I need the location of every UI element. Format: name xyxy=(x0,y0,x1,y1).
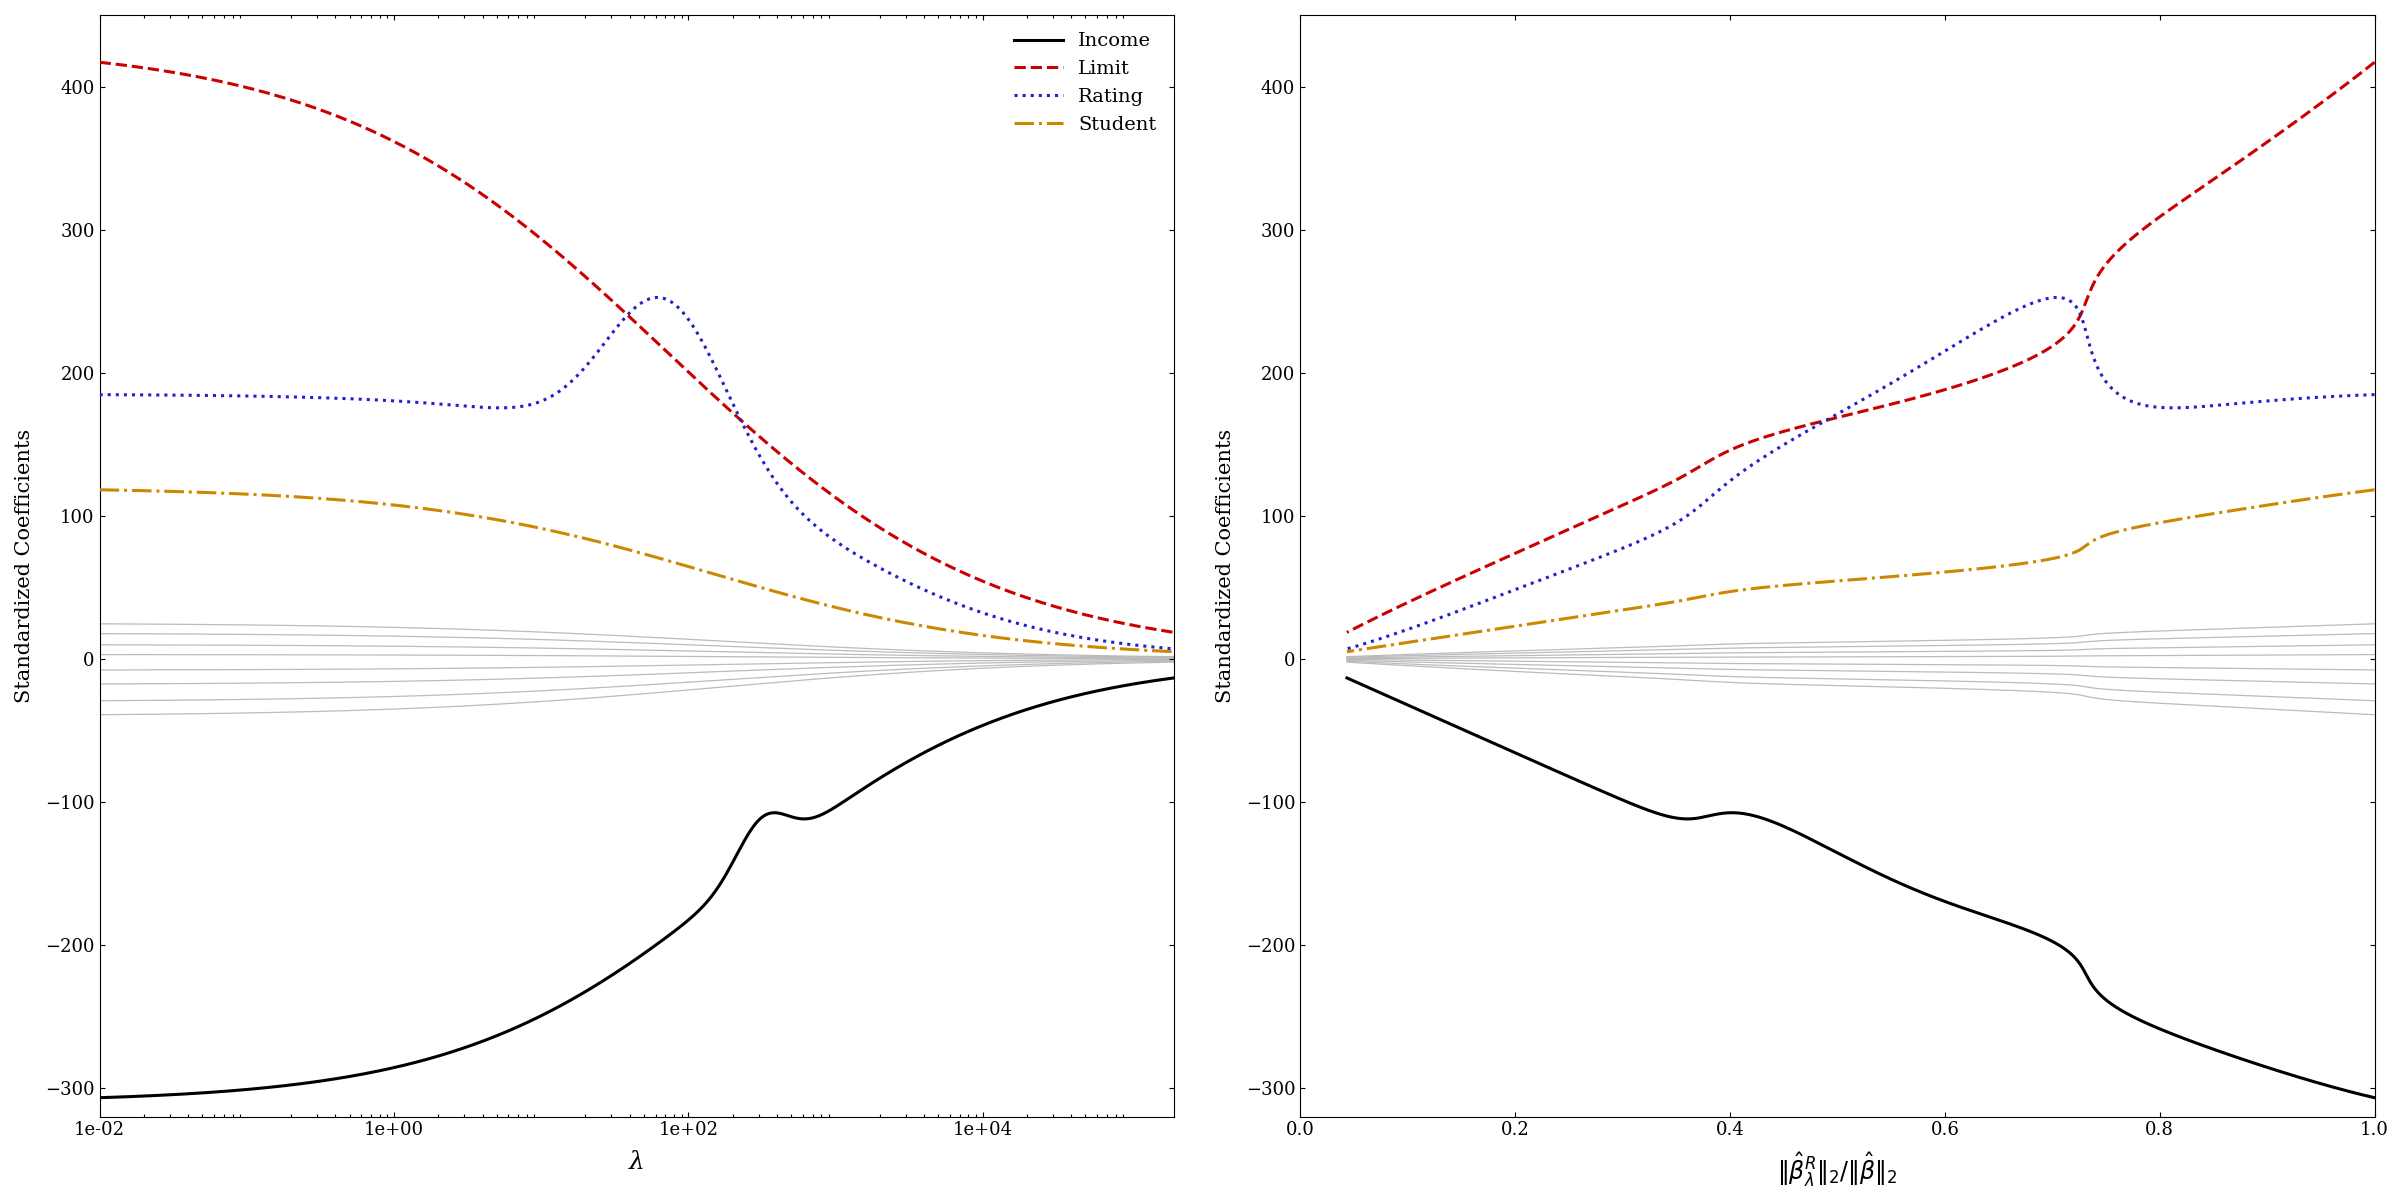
Rating xyxy=(195,388,224,402)
Student xyxy=(923,621,952,636)
Rating xyxy=(644,290,673,305)
Student xyxy=(195,485,224,500)
Limit xyxy=(195,72,224,87)
Student xyxy=(822,601,851,615)
Rating xyxy=(558,373,587,388)
Income xyxy=(84,1091,113,1105)
Limit xyxy=(519,226,548,241)
Line: Limit: Limit xyxy=(99,63,1173,632)
Income xyxy=(923,738,952,752)
Student xyxy=(558,529,587,543)
X-axis label: $\|\hat{\beta}^R_\lambda\|_2/\|\hat{\beta}\|_2$: $\|\hat{\beta}^R_\lambda\|_2/\|\hat{\bet… xyxy=(1777,1151,1897,1190)
Income xyxy=(558,992,587,1007)
Income xyxy=(195,1085,224,1099)
Rating xyxy=(942,597,971,612)
Limit xyxy=(942,562,971,577)
Limit xyxy=(822,491,851,506)
Student xyxy=(519,520,548,535)
Limit xyxy=(923,553,952,567)
Student xyxy=(942,625,971,639)
Y-axis label: Standardized Coefficients: Standardized Coefficients xyxy=(14,429,34,703)
Limit xyxy=(558,259,587,273)
Income xyxy=(942,730,971,744)
Limit xyxy=(84,55,113,70)
Line: Rating: Rating xyxy=(99,297,1173,649)
Line: Student: Student xyxy=(99,490,1173,651)
Line: Income: Income xyxy=(99,678,1173,1098)
X-axis label: λ: λ xyxy=(630,1151,644,1174)
Rating xyxy=(84,388,113,402)
Rating xyxy=(825,536,853,550)
Legend: Income, Limit, Rating, Student: Income, Limit, Rating, Student xyxy=(1007,25,1164,141)
Rating xyxy=(1159,642,1188,656)
Income xyxy=(1159,671,1188,685)
Y-axis label: Standardized Coefficients: Standardized Coefficients xyxy=(1216,429,1236,703)
Limit xyxy=(1159,625,1188,639)
Rating xyxy=(923,589,952,603)
Student xyxy=(1159,644,1188,659)
Rating xyxy=(519,396,548,411)
Student xyxy=(84,483,113,497)
Income xyxy=(822,798,851,813)
Income xyxy=(519,1013,548,1027)
